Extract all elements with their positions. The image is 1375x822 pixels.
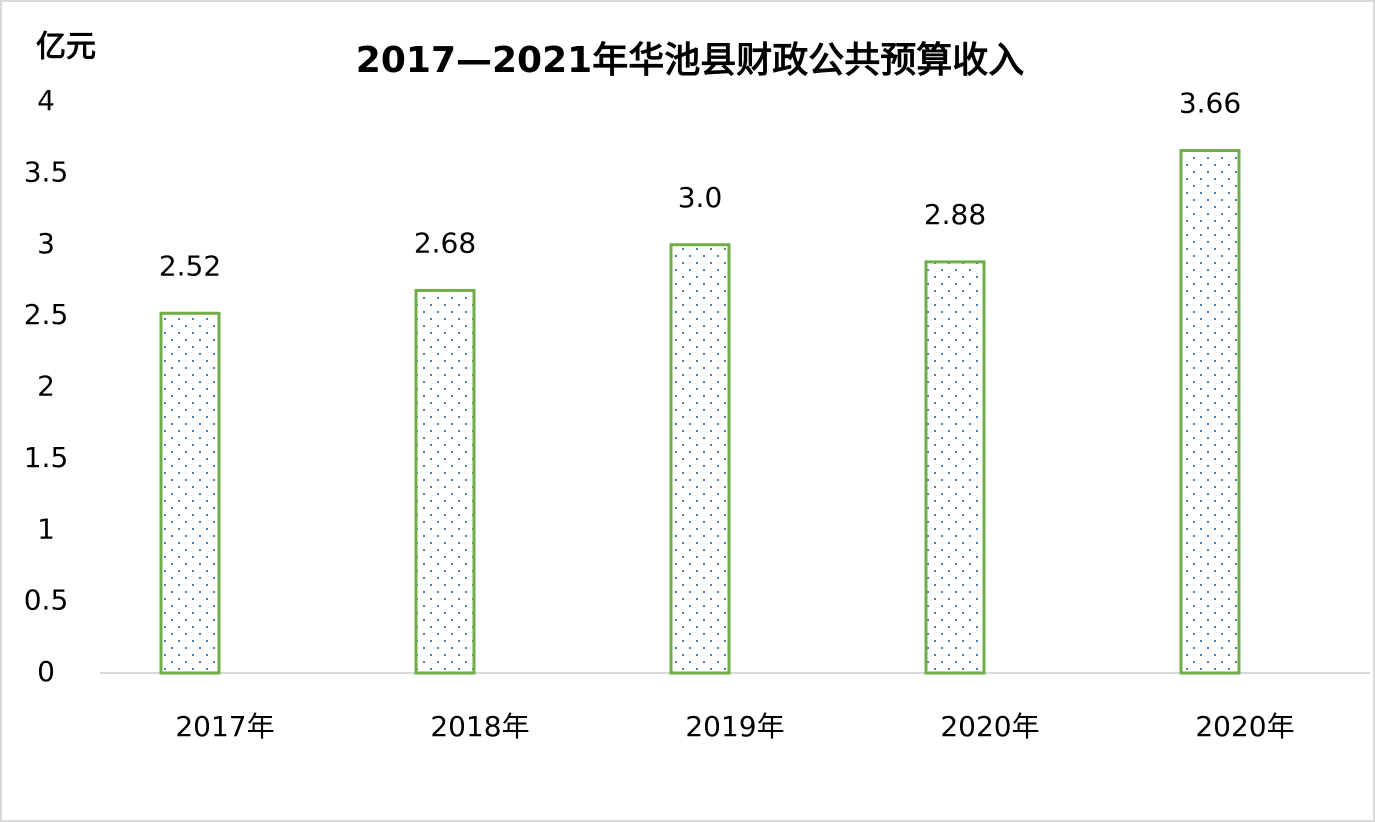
data-label: 3.66 — [1179, 87, 1241, 120]
bar — [159, 311, 221, 675]
y-tick-label: 0.5 — [24, 584, 69, 617]
x-tick-label: 2020年 — [1195, 710, 1294, 743]
x-tick-label: 2020年 — [940, 710, 1039, 743]
data-label: 2.68 — [414, 226, 476, 259]
data-label: 3.0 — [678, 181, 723, 214]
x-tick-label: 2017年 — [175, 710, 274, 743]
y-tick-label: 2 — [37, 370, 55, 403]
y-tick-label: 3 — [37, 227, 55, 260]
chart-title: 2017—2021年华池县财政公共预算收入 — [356, 40, 1024, 81]
data-label: 2.52 — [159, 249, 221, 282]
y-tick-label: 1 — [37, 512, 55, 545]
bar — [1179, 149, 1241, 675]
y-tick-label: 3.5 — [24, 155, 69, 188]
y-tick-label: 0 — [37, 655, 55, 688]
y-tick-label: 2.5 — [24, 298, 69, 331]
data-label: 2.88 — [924, 198, 986, 231]
bar — [924, 260, 986, 675]
y-tick-label: 1.5 — [24, 441, 69, 474]
x-tick-label: 2019年 — [685, 710, 784, 743]
y-tick-label: 4 — [37, 84, 55, 117]
bar — [414, 288, 476, 675]
bar — [669, 243, 731, 675]
y-axis-label: 亿元 — [36, 30, 96, 65]
x-tick-label: 2018年 — [430, 710, 529, 743]
